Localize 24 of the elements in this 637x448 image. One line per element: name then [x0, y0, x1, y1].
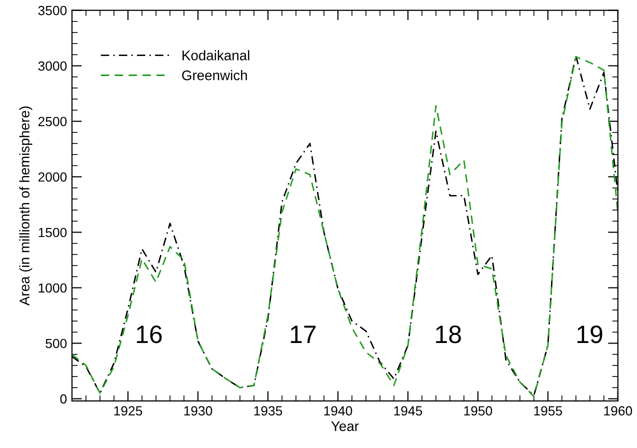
y-tick-label: 500: [46, 338, 67, 348]
y-axis-title: Area (in millionth of hemisphere): [19, 106, 32, 306]
annotation: 18: [436, 326, 461, 344]
x-tick-label: 1960: [604, 406, 632, 416]
x-tick-label: 1940: [324, 406, 352, 416]
x-tick-label: 1935: [254, 406, 282, 416]
y-tick-label: 1000: [38, 283, 67, 293]
x-tick-label: 1925: [114, 406, 142, 416]
y-tick-label: 3000: [38, 61, 67, 71]
annotation: 17: [290, 326, 316, 343]
x-tick-label: 1930: [184, 406, 212, 416]
y-tick-label: 2000: [38, 172, 67, 182]
y-tick-label: 0: [60, 394, 67, 404]
x-tick-label: 1950: [464, 406, 492, 416]
y-tick-label: 1500: [38, 228, 67, 238]
y-tick-label: 2500: [38, 116, 67, 126]
legend-label: Greenwich: [182, 70, 247, 80]
annotation: 16: [136, 326, 162, 344]
x-tick-label: 1945: [394, 406, 422, 416]
x-axis-title: Year: [331, 421, 359, 432]
x-tick-label: 1955: [534, 406, 562, 416]
legend-label: Kodaikanal: [182, 50, 250, 60]
annotation: 19: [578, 326, 602, 344]
y-tick-label: 3500: [38, 6, 67, 16]
